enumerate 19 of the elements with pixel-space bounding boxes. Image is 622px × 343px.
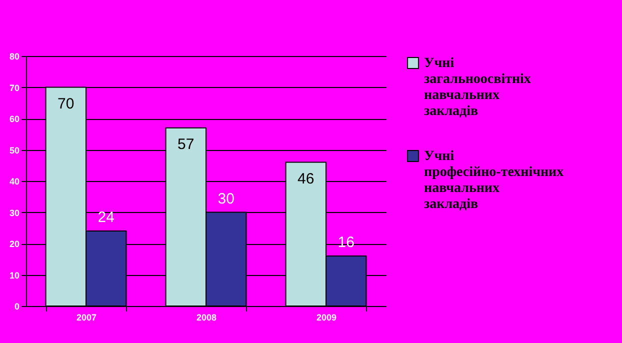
legend-label: Учні професійно-технічних навчальних закладів [424,149,564,212]
y-tick-label: 30 [9,208,20,218]
y-tick-label: 80 [9,52,20,62]
y-tick-label: 40 [9,176,20,186]
data-label: 70 [58,95,74,112]
data-label: 46 [298,170,314,188]
data-label: 57 [178,136,194,153]
data-label: 30 [218,190,234,208]
x-tick-label: 2009 [316,312,337,322]
y-tick-label: 20 [9,239,20,249]
y-tick-label: 60 [9,114,20,124]
x-tick-label: 2007 [76,312,97,322]
data-label: 24 [98,209,114,226]
y-tick-label: 0 [14,302,20,312]
legend-label: Учні загальноосвітніх навчальних закладів [424,56,531,119]
y-tick-label: 70 [9,82,20,93]
y-tick-label: 50 [9,145,20,156]
y-tick-label: 10 [9,270,20,280]
x-tick-label: 2008 [196,312,217,322]
